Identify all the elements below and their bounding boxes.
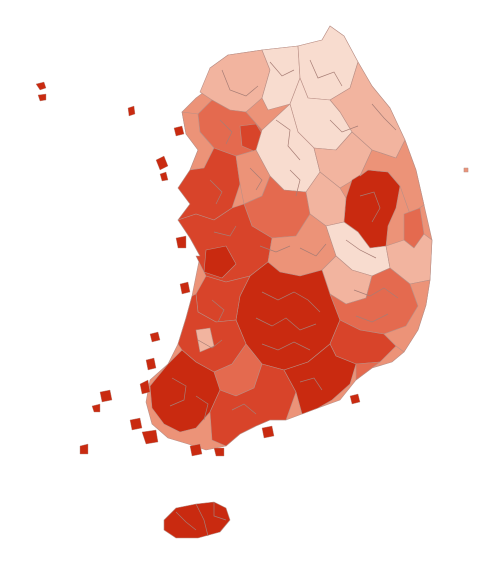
island xyxy=(174,126,184,136)
island xyxy=(180,282,190,294)
island xyxy=(38,94,46,101)
island xyxy=(190,444,202,456)
island xyxy=(160,172,168,181)
island xyxy=(150,332,160,342)
island xyxy=(214,448,224,456)
region-ulleung xyxy=(464,168,468,172)
island xyxy=(140,380,150,394)
island xyxy=(80,444,88,454)
island xyxy=(36,82,46,90)
island xyxy=(142,430,158,444)
island xyxy=(92,404,100,412)
island xyxy=(146,358,156,370)
island xyxy=(130,418,142,430)
island xyxy=(350,394,360,404)
island xyxy=(100,390,112,402)
island xyxy=(262,426,274,438)
region-south-coast-islands xyxy=(356,362,380,380)
region-jeju xyxy=(164,502,230,538)
island xyxy=(176,236,186,248)
island xyxy=(156,156,168,170)
island xyxy=(128,106,135,116)
